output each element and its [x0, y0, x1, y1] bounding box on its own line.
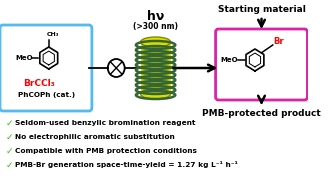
Ellipse shape: [140, 89, 171, 99]
Text: hν: hν: [147, 11, 164, 23]
FancyBboxPatch shape: [215, 29, 307, 100]
Text: CH₃: CH₃: [47, 32, 60, 36]
FancyBboxPatch shape: [0, 25, 92, 111]
FancyBboxPatch shape: [140, 42, 171, 94]
Text: Compatible with PMB protection conditions: Compatible with PMB protection condition…: [15, 148, 197, 154]
Text: ✓: ✓: [6, 160, 13, 170]
Text: Br: Br: [273, 37, 284, 46]
Text: MeO: MeO: [221, 57, 239, 63]
Ellipse shape: [140, 37, 171, 47]
Text: PMB-Br generation space-time-yield = 1.27 kg L⁻¹ h⁻¹: PMB-Br generation space-time-yield = 1.2…: [15, 161, 238, 169]
Text: ✓: ✓: [6, 119, 13, 128]
Text: ✓: ✓: [6, 132, 13, 142]
Text: PMB-protected product: PMB-protected product: [202, 108, 321, 118]
Text: Seldom-used benzylic bromination reagent: Seldom-used benzylic bromination reagent: [15, 120, 195, 126]
Text: No electrophilic aromatic substitution: No electrophilic aromatic substitution: [15, 134, 175, 140]
Text: Starting material: Starting material: [217, 5, 305, 15]
Text: ✓: ✓: [6, 146, 13, 156]
Text: BrCCl₃: BrCCl₃: [23, 78, 55, 88]
Text: (>300 nm): (>300 nm): [133, 22, 178, 32]
Text: PhCOPh (cat.): PhCOPh (cat.): [18, 92, 75, 98]
Text: MeO: MeO: [15, 55, 33, 61]
